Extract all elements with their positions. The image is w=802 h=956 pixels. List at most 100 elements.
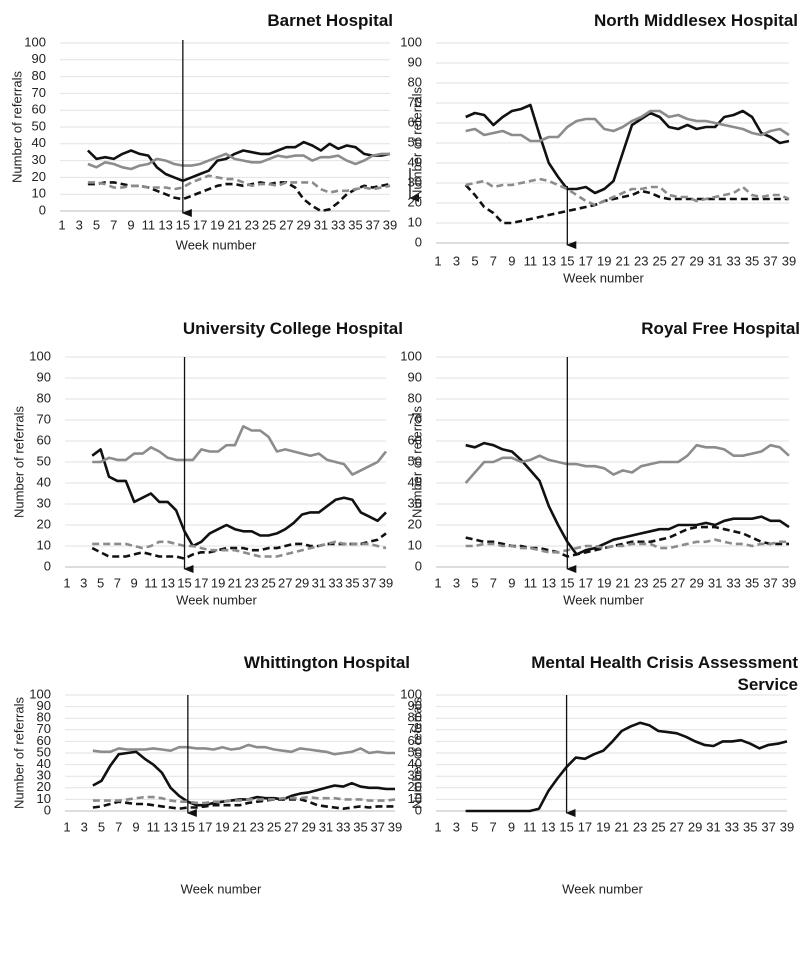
x-tick-label: 13 — [542, 253, 556, 268]
x-tick-label: 33 — [336, 819, 350, 834]
y-tick-label: 30 — [37, 495, 51, 510]
y-tick-label: 80 — [408, 710, 422, 725]
x-axis-label: Week number — [563, 592, 644, 607]
y-tick-label: 80 — [408, 74, 422, 89]
x-tick-label: 37 — [763, 253, 777, 268]
x-tick-label: 13 — [161, 575, 175, 590]
x-tick-label: 29 — [688, 819, 702, 834]
x-tick-label: 17 — [579, 253, 593, 268]
x-tick-label: 31 — [314, 217, 328, 232]
x-tick-label: 1 — [434, 575, 441, 590]
y-tick-label: 80 — [32, 68, 46, 83]
x-tick-label: 39 — [379, 575, 393, 590]
x-tick-label: 33 — [328, 575, 342, 590]
y-tick-label: 50 — [408, 134, 422, 149]
series-line — [91, 448, 387, 548]
x-tick-label: 9 — [508, 819, 515, 834]
x-tick-label: 29 — [689, 575, 703, 590]
x-tick-label: 5 — [93, 217, 100, 232]
x-tick-label: 15 — [177, 575, 191, 590]
series-line — [465, 109, 790, 143]
x-tick-label: 5 — [471, 253, 478, 268]
x-tick-label: 1 — [434, 253, 441, 268]
y-tick-label: 90 — [37, 698, 51, 713]
x-tick-label: 39 — [782, 253, 796, 268]
x-tick-label: 29 — [296, 217, 310, 232]
x-tick-label: 7 — [490, 253, 497, 268]
x-tick-label: 7 — [115, 819, 122, 834]
x-tick-label: 35 — [345, 575, 359, 590]
x-tick-label: 15 — [559, 819, 573, 834]
y-tick-label: 80 — [408, 390, 422, 405]
x-tick-label: 21 — [228, 575, 242, 590]
x-tick-label: 11 — [523, 819, 537, 834]
y-axis-label: Number of referrals — [11, 697, 26, 809]
x-tick-label: 39 — [780, 819, 794, 834]
y-tick-label: 100 — [24, 34, 46, 49]
x-axis-label: Week number — [176, 237, 257, 252]
x-tick-label: 5 — [97, 575, 104, 590]
y-tick-label: 10 — [37, 791, 51, 806]
x-axis-label: Week number — [176, 592, 257, 607]
y-tick-label: 80 — [37, 710, 51, 725]
x-tick-label: 27 — [670, 819, 684, 834]
y-axis-label: Number of referrals — [9, 71, 24, 183]
y-tick-label: 50 — [32, 118, 46, 133]
y-axis-label: Number of referrals — [409, 697, 424, 809]
y-tick-label: 50 — [37, 744, 51, 759]
chart-title: University College Hospital — [182, 319, 403, 338]
series-line — [92, 425, 388, 476]
y-tick-label: 90 — [408, 54, 422, 69]
y-tick-label: 40 — [32, 135, 46, 150]
x-tick-label: 37 — [761, 819, 775, 834]
y-tick-label: 60 — [408, 432, 422, 447]
x-tick-label: 13 — [541, 819, 555, 834]
y-tick-label: 40 — [408, 154, 422, 169]
x-tick-label: 17 — [193, 217, 207, 232]
y-tick-label: 60 — [37, 733, 51, 748]
x-tick-label: 21 — [227, 217, 241, 232]
x-tick-label: 23 — [245, 217, 259, 232]
x-tick-label: 17 — [198, 819, 212, 834]
y-tick-label: 80 — [37, 390, 51, 405]
x-tick-label: 23 — [250, 819, 264, 834]
x-axis-label: Week number — [563, 270, 644, 285]
series-line — [92, 743, 395, 756]
y-tick-label: 30 — [408, 495, 422, 510]
series-line — [464, 443, 790, 484]
x-tick-label: 39 — [782, 575, 796, 590]
chart-title: Barnet Hospital — [267, 11, 393, 30]
x-tick-label: 33 — [726, 575, 740, 590]
y-tick-label: 0 — [39, 202, 46, 217]
x-tick-label: 39 — [383, 217, 397, 232]
y-tick-label: 40 — [408, 474, 422, 489]
x-tick-label: 25 — [652, 575, 666, 590]
x-tick-label: 23 — [634, 575, 648, 590]
series-line — [86, 140, 391, 183]
y-tick-label: 0 — [44, 558, 51, 573]
x-tick-label: 9 — [127, 217, 134, 232]
y-tick-label: 90 — [408, 698, 422, 713]
x-tick-label: 7 — [110, 217, 117, 232]
chart-title: Royal Free Hospital — [641, 319, 800, 338]
x-tick-label: 13 — [542, 575, 556, 590]
y-tick-label: 30 — [408, 174, 422, 189]
x-tick-label: 9 — [508, 253, 515, 268]
y-tick-label: 90 — [408, 369, 422, 384]
x-tick-label: 3 — [81, 819, 88, 834]
x-tick-label: 19 — [215, 819, 229, 834]
y-tick-label: 40 — [408, 756, 422, 771]
y-tick-label: 0 — [44, 802, 51, 817]
x-tick-label: 37 — [362, 575, 376, 590]
y-axis-label: Number of referrals — [11, 406, 26, 518]
series-line — [464, 184, 789, 225]
chart-title: Mental Health Crisis Assessment Service — [531, 653, 798, 694]
y-tick-label: 100 — [400, 686, 422, 701]
y-tick-label: 0 — [415, 234, 422, 249]
series-line — [465, 721, 788, 813]
y-tick-label: 70 — [408, 94, 422, 109]
x-tick-label: 29 — [295, 575, 309, 590]
x-tick-label: 1 — [63, 575, 70, 590]
